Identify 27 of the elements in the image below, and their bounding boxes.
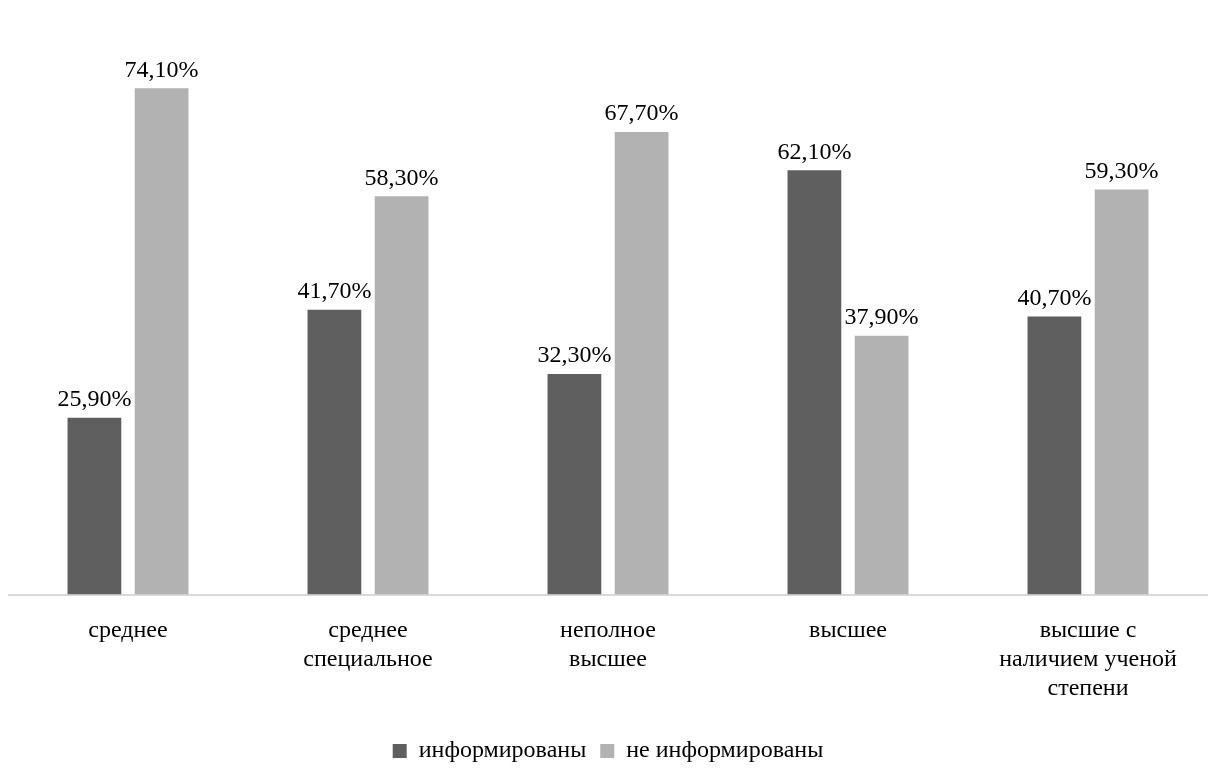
data-label: 25,90% [57,384,132,411]
bar [787,170,842,595]
x-tick-label: неполное высшее [560,616,656,672]
bar [374,196,429,595]
bar [614,132,669,595]
data-label: 62,10% [777,137,852,164]
data-label: 59,30% [1084,156,1159,183]
data-label: 67,70% [604,99,679,126]
bar [1027,316,1082,595]
data-label: 40,70% [1017,283,1092,310]
bar [67,417,122,595]
data-label: 32,30% [537,341,612,368]
x-tick-label: среднее специальное [303,616,433,672]
x-tick-label: высшие с наличием ученой степени [999,616,1177,700]
legend-label: информированы [418,736,587,763]
bar [854,335,909,595]
data-label: 41,70% [297,276,372,303]
x-tick-label: высшее [809,616,887,643]
x-tick-label: среднее [88,616,168,643]
data-label: 74,10% [124,55,199,82]
legend-label: не информированы [626,736,824,763]
bar [1094,189,1149,595]
bar [307,309,362,595]
bar [134,88,189,595]
data-label: 37,90% [844,302,919,329]
data-label: 58,30% [364,163,439,190]
bar [547,373,602,595]
